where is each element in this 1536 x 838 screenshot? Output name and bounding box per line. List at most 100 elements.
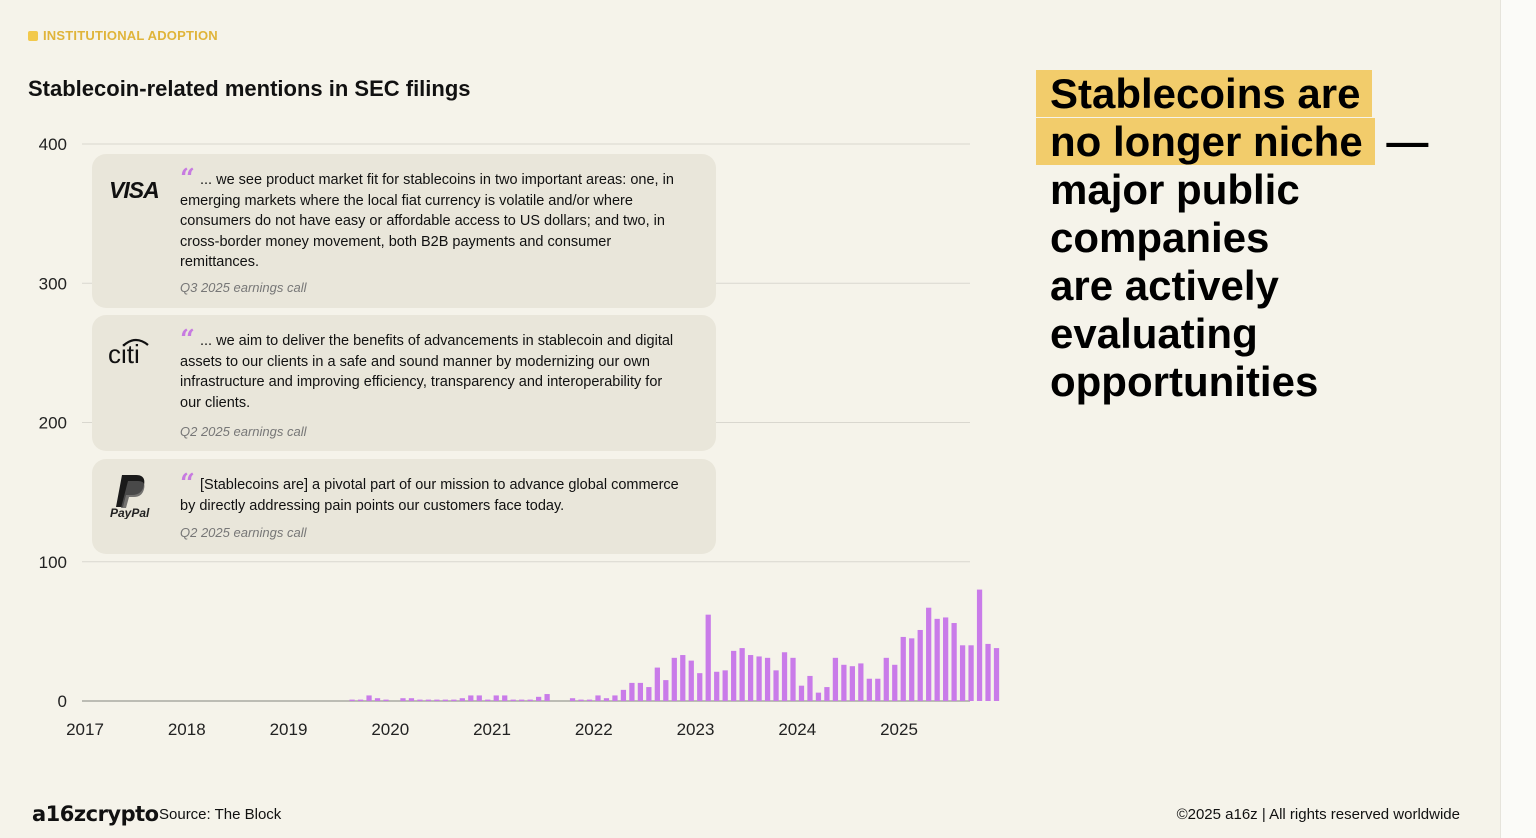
bar	[459, 698, 465, 701]
bar	[798, 685, 805, 701]
paypal-logo: PayPal	[108, 471, 172, 520]
bar	[510, 699, 516, 701]
bar	[663, 680, 669, 701]
chart-bars	[349, 589, 1000, 701]
bar	[841, 664, 847, 701]
quote-source: Q2 2025 earnings call	[180, 525, 307, 540]
bar	[603, 698, 610, 701]
x-tick-label: 2019	[270, 720, 308, 739]
bar	[714, 671, 720, 701]
bar	[527, 699, 533, 701]
bar	[620, 689, 627, 701]
bar	[349, 699, 355, 701]
bar	[680, 655, 686, 701]
bar	[900, 636, 906, 701]
bar	[629, 682, 635, 701]
bar	[417, 699, 423, 701]
bar	[374, 698, 381, 701]
quote-source: Q2 2025 earnings call	[180, 424, 307, 439]
quote-text: ... we aim to deliver the benefits of ad…	[180, 333, 674, 411]
bar	[985, 643, 991, 701]
headline-line: companies	[1050, 214, 1270, 261]
x-tick-label: 2021	[473, 720, 511, 739]
bar	[400, 698, 406, 701]
bar	[595, 695, 601, 701]
headline-line: are actively	[1050, 262, 1279, 309]
bar	[790, 657, 796, 701]
bar	[637, 682, 644, 701]
page-edge	[1500, 0, 1536, 838]
a16zcrypto-logo: a16zcrypto	[32, 802, 159, 826]
bar	[671, 657, 677, 701]
chart-title: Stablecoin-related mentions in SEC filin…	[28, 76, 471, 101]
headline-highlight-line: no longer niche	[1036, 118, 1375, 165]
bar	[764, 657, 771, 701]
kicker-label: INSTITUTIONAL ADOPTION	[43, 28, 218, 43]
quote-card-paypal: PayPal “ [Stablecoins are] a pivotal par…	[92, 459, 716, 554]
bar	[739, 648, 745, 701]
bar	[943, 617, 949, 701]
bar	[807, 675, 813, 701]
y-axis-ticks: 0 100 200 300 400	[39, 135, 67, 711]
bar	[705, 614, 711, 701]
bar	[875, 678, 881, 701]
quote-text: [Stablecoins are] a pivotal part of our …	[180, 477, 679, 514]
bar	[917, 629, 923, 701]
bar	[408, 698, 415, 701]
visa-logo: VISA	[108, 168, 172, 208]
y-tick-label: 300	[39, 274, 67, 293]
quote-source: Q3 2025 earnings call	[180, 280, 307, 295]
bar	[832, 657, 839, 701]
quote-text: ... we see product market fit for stable…	[180, 172, 674, 270]
bar	[485, 699, 491, 701]
kicker-square-icon	[28, 30, 38, 41]
bar	[993, 648, 1000, 701]
bar	[366, 695, 372, 701]
bar	[502, 695, 508, 701]
bar	[434, 699, 440, 701]
bar	[493, 695, 499, 701]
quote-mark-icon: “	[180, 325, 195, 355]
headline-line: opportunities	[1050, 358, 1319, 405]
headline-dash: —	[1374, 118, 1429, 165]
bar	[926, 607, 932, 701]
bar	[468, 695, 474, 701]
bar	[968, 645, 974, 701]
bar	[756, 656, 762, 701]
bar	[688, 660, 694, 701]
bar	[909, 638, 915, 701]
y-tick-label: 100	[39, 553, 67, 572]
y-tick-label: 200	[39, 414, 67, 433]
bar	[586, 699, 593, 701]
bar	[976, 589, 983, 701]
x-axis-ticks: 2017 2018 2019 2020 2021 2022 2023 2024 2025	[66, 720, 918, 739]
source-note: Source: The Block	[159, 806, 282, 823]
bar	[612, 695, 618, 701]
copyright-note: ©2025 a16z | All rights reserved worldwi…	[1176, 806, 1460, 823]
bar	[451, 699, 457, 701]
bar	[781, 652, 788, 701]
svg-text:citi: citi	[108, 339, 140, 369]
bar	[646, 687, 652, 701]
quote-mark-icon: “	[180, 469, 195, 499]
headline-line: evaluating	[1050, 310, 1258, 357]
bar	[654, 667, 660, 701]
bar	[544, 694, 550, 701]
x-tick-label: 2018	[168, 720, 206, 739]
bar	[934, 618, 940, 701]
x-tick-label: 2024	[778, 720, 816, 739]
svg-text:PayPal: PayPal	[110, 506, 150, 519]
x-tick-label: 2023	[677, 720, 715, 739]
bar	[569, 698, 576, 701]
bar	[951, 623, 957, 701]
bar	[722, 670, 728, 701]
section-kicker: INSTITUTIONAL ADOPTION	[28, 28, 218, 43]
x-tick-label: 2017	[66, 720, 104, 739]
quote-mark-icon: “	[180, 164, 195, 194]
bar	[425, 699, 432, 701]
bar	[815, 692, 822, 701]
bar	[858, 663, 864, 701]
y-tick-label: 400	[39, 135, 67, 154]
bar	[731, 650, 737, 701]
